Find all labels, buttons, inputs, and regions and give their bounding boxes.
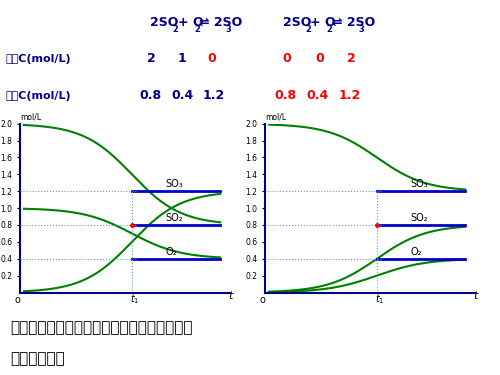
Text: o: o — [259, 295, 265, 304]
Text: ⇌ 2SO: ⇌ 2SO — [199, 16, 242, 29]
Text: 2: 2 — [326, 25, 332, 34]
Text: 3: 3 — [226, 25, 231, 34]
Text: 0.4: 0.4 — [306, 89, 329, 102]
Text: 3: 3 — [358, 25, 364, 34]
Text: O₂: O₂ — [165, 246, 176, 256]
Text: 2: 2 — [305, 25, 311, 34]
Text: $t_1$: $t_1$ — [375, 292, 384, 306]
Text: 1: 1 — [178, 52, 186, 65]
Text: 0.8: 0.8 — [274, 89, 296, 102]
Text: 以上两个平衡，有什么异同？化学平衡的建立: 以上两个平衡，有什么异同？化学平衡的建立 — [10, 320, 192, 335]
Text: t: t — [228, 291, 232, 301]
Text: $t_1$: $t_1$ — [130, 292, 140, 306]
Text: 与什么有关？: 与什么有关？ — [10, 351, 65, 366]
Text: 2: 2 — [194, 25, 200, 34]
Text: 起始C(mol/L): 起始C(mol/L) — [5, 54, 70, 64]
Text: SO₂: SO₂ — [410, 213, 428, 223]
Text: 0.8: 0.8 — [139, 89, 161, 102]
Text: 0.4: 0.4 — [172, 89, 194, 102]
Text: 0: 0 — [208, 52, 216, 65]
Text: SO₂: SO₂ — [165, 213, 183, 223]
Text: mol/L: mol/L — [20, 112, 41, 122]
Text: ⇌ 2SO: ⇌ 2SO — [332, 16, 375, 29]
Text: 2SO: 2SO — [282, 16, 311, 29]
Text: 2: 2 — [148, 52, 156, 65]
Text: SO₃: SO₃ — [165, 179, 183, 189]
Text: o: o — [14, 295, 20, 304]
Text: SO₃: SO₃ — [410, 179, 428, 189]
Text: 1.2: 1.2 — [202, 89, 225, 102]
Text: O₂: O₂ — [410, 246, 422, 256]
Text: 1.2: 1.2 — [339, 89, 361, 102]
Text: 0: 0 — [315, 52, 324, 65]
Text: + O: + O — [310, 16, 336, 29]
Text: 2: 2 — [348, 52, 356, 65]
Text: mol/L: mol/L — [265, 112, 286, 122]
Text: 2SO: 2SO — [150, 16, 178, 29]
Text: t: t — [473, 291, 478, 301]
Text: + O: + O — [178, 16, 203, 29]
Text: 平衡C(mol/L): 平衡C(mol/L) — [5, 92, 70, 101]
Text: 0: 0 — [282, 52, 291, 65]
Text: 2: 2 — [172, 25, 178, 34]
